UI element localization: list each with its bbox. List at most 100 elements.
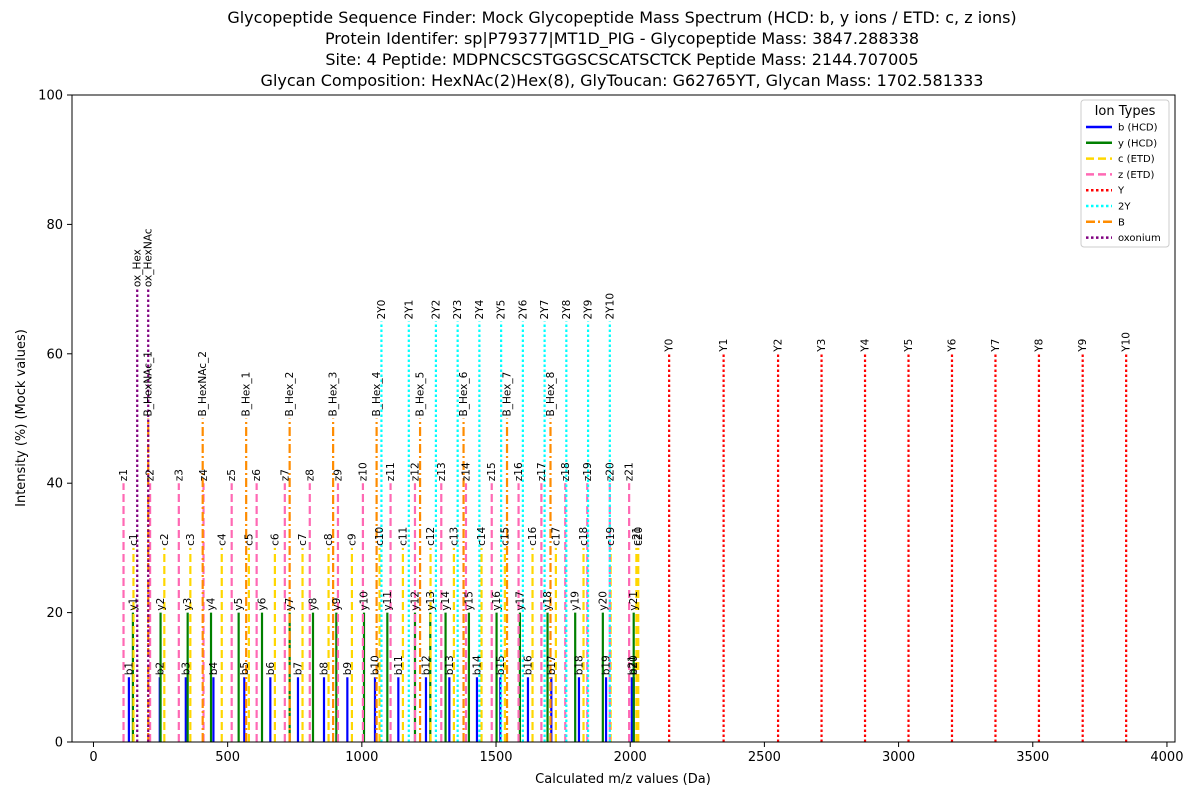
peak-label: z9 xyxy=(332,469,344,481)
spectrum-stems xyxy=(122,289,1128,742)
peak-label: c17 xyxy=(550,527,562,546)
peak-label: Y5 xyxy=(903,339,915,353)
peak-label: c16 xyxy=(527,526,539,545)
peak-label: ox_HexNAc xyxy=(143,228,155,287)
peak-label: c1 xyxy=(128,533,140,545)
peak-label: b14 xyxy=(471,655,483,675)
peak-label: z18 xyxy=(560,462,572,481)
peak-label: c5 xyxy=(243,533,255,545)
peak-label: c10 xyxy=(374,527,386,546)
x-tick-label: 1500 xyxy=(479,750,512,765)
legend: Ion Types b (HCD) y (HCD) c (ETD) z (ETD) Y 2Y… xyxy=(1080,99,1170,248)
peak-label: y20 xyxy=(597,591,609,611)
legend-entry-label: B xyxy=(1118,217,1125,228)
y-axis-label: Intensity (%) (Mock values) xyxy=(14,329,29,507)
peak-label: c12 xyxy=(425,527,437,546)
peak-label: b19 xyxy=(601,655,613,675)
peak-label: b18 xyxy=(573,655,585,675)
peak-label: Y6 xyxy=(946,338,958,352)
peak-label: y7 xyxy=(284,598,296,611)
peak-label: c7 xyxy=(297,533,309,545)
peak-label: y19 xyxy=(570,591,582,611)
peak-label: b10 xyxy=(369,655,381,675)
peak-label: y16 xyxy=(491,591,503,611)
peak-label: c14 xyxy=(476,526,488,545)
x-axis-label: Calculated m/z values (Da) xyxy=(535,772,711,787)
peak-label: 2Y8 xyxy=(561,300,573,320)
peak-label: z3 xyxy=(173,469,185,481)
peak-label: b17 xyxy=(546,655,558,675)
title-line-3: Site: 4 Peptide: MDPNCSCSTGGSCSCATSCTCK … xyxy=(325,50,918,69)
peak-label: 2Y6 xyxy=(517,299,529,319)
peak-label: y15 xyxy=(463,591,475,611)
peak-label: y12 xyxy=(409,591,421,611)
peak-label: B_Hex_8 xyxy=(545,372,557,417)
peak-label: z14 xyxy=(460,462,472,481)
peak-label: 2Y5 xyxy=(496,300,508,320)
peak-label: B_Hex_7 xyxy=(502,372,514,417)
peak-label: b4 xyxy=(208,662,220,676)
peak-label: Y0 xyxy=(664,339,676,353)
peak-label: 2Y1 xyxy=(403,300,415,320)
peak-label: 2Y2 xyxy=(430,300,442,320)
peak-label: y6 xyxy=(257,597,269,610)
peak-label: 2Y10 xyxy=(604,293,616,319)
peak-label: z15 xyxy=(486,462,498,481)
peak-label: y1 xyxy=(127,598,139,611)
peak-label: b7 xyxy=(292,662,304,675)
peak-label: z8 xyxy=(304,469,316,481)
y-tick-label: 0 xyxy=(55,736,63,751)
legend-entry-label: z (ETD) xyxy=(1118,170,1154,181)
peak-label: y13 xyxy=(425,591,437,611)
x-tick-label: 0 xyxy=(89,750,97,765)
peak-label: c2 xyxy=(159,533,171,545)
peak-label: 2Y3 xyxy=(452,300,464,320)
legend-entry-label: Y xyxy=(1117,186,1125,197)
peak-label: c20 xyxy=(633,527,645,546)
x-tick-label: 3500 xyxy=(1016,750,1049,765)
title-line-4: Glycan Composition: HexNAc(2)Hex(8), Gly… xyxy=(261,71,984,90)
peak-label: B_HexNAc_2 xyxy=(197,351,209,416)
peak-label: z1 xyxy=(118,469,130,481)
peak-label: z10 xyxy=(357,462,369,481)
peak-label: y11 xyxy=(382,591,394,611)
title-line-1: Glycopeptide Sequence Finder: Mock Glyco… xyxy=(227,8,1016,27)
peak-label: y10 xyxy=(358,591,370,611)
peak-label: Y4 xyxy=(860,338,872,352)
legend-title: Ion Types xyxy=(1095,104,1156,119)
peak-label: c6 xyxy=(269,533,281,546)
spectrum-peak-labels: b1 b2 b3 b4 b5 b6 b7 b8 b9 b10 b11 b12 b13 b14 b15 b16 b… xyxy=(118,228,1133,675)
peak-label: c21 xyxy=(631,527,643,546)
peak-label: c15 xyxy=(499,527,511,546)
peak-label: z11 xyxy=(385,462,397,481)
peak-label: 2Y7 xyxy=(539,300,551,320)
peak-label: b1 xyxy=(123,662,135,675)
peak-label: b6 xyxy=(265,662,277,676)
y-tick-label: 20 xyxy=(46,606,63,621)
x-tick-label: 1000 xyxy=(345,750,378,765)
y-tick-label: 100 xyxy=(38,89,63,104)
peak-label: Y3 xyxy=(816,339,828,353)
y-tick-label: 80 xyxy=(46,218,63,233)
plot-frame xyxy=(71,94,1176,743)
legend-box xyxy=(1080,99,1170,248)
peak-label: Y9 xyxy=(1077,339,1089,353)
peak-label: c9 xyxy=(346,533,358,545)
peak-label: b11 xyxy=(393,655,405,675)
peak-label: 2Y0 xyxy=(376,300,388,320)
peak-label: Y1 xyxy=(718,339,730,353)
peak-label: B_Hex_4 xyxy=(371,371,383,416)
peak-label: b13 xyxy=(444,655,456,675)
peak-label: b12 xyxy=(420,655,432,675)
peak-label: B_Hex_5 xyxy=(415,372,427,417)
peak-label: c18 xyxy=(578,527,590,546)
peak-label: b21 xyxy=(626,655,638,675)
peak-label: Y10 xyxy=(1121,332,1133,353)
peak-label: z13 xyxy=(436,462,448,481)
peak-label: Y2 xyxy=(773,339,785,353)
peak-label: z16 xyxy=(513,462,525,481)
peak-label: y5 xyxy=(233,598,245,611)
peak-label: z12 xyxy=(409,462,421,481)
peak-label: b16 xyxy=(522,655,534,675)
x-tick-label: 2500 xyxy=(748,750,781,765)
